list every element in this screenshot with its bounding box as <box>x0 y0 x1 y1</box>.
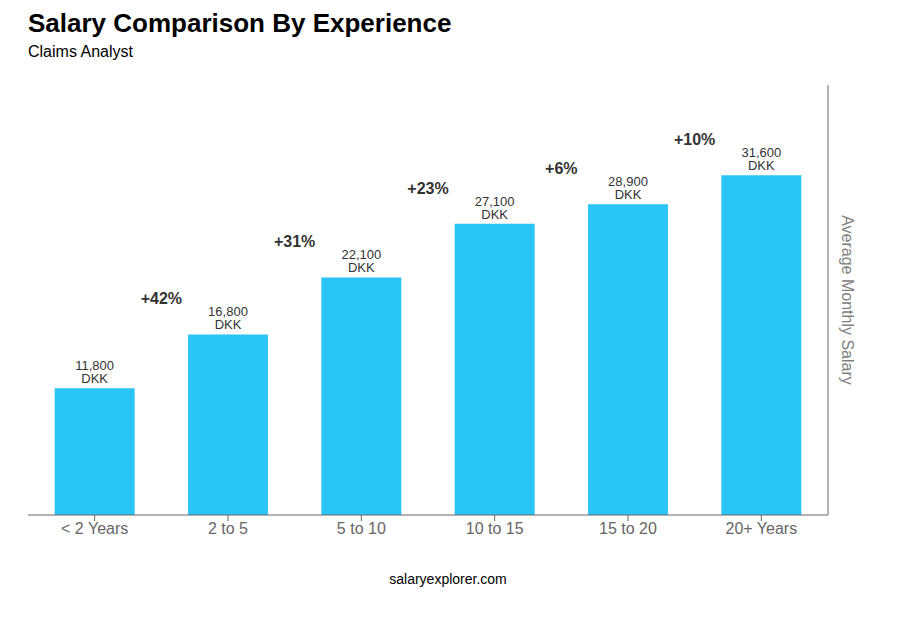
svg-text:27,100DKK: 27,100DKK <box>475 194 515 222</box>
html-text:Salary Comparison By Experienc: Salary Comparison By Experience <box>28 8 452 38</box>
svg-text:+6%: +6% <box>545 160 577 177</box>
svg-text:31,600DKK: 31,600DKK <box>741 145 781 173</box>
svg-text:2 to 5: 2 to 5 <box>208 520 248 537</box>
svg-text:22,100DKK: 22,100DKK <box>341 247 381 275</box>
svg-text:20+ Years: 20+ Years <box>726 520 798 537</box>
svg-text:5 to 10: 5 to 10 <box>337 520 386 537</box>
svg-text:11,800DKK: 11,800DKK <box>75 358 114 386</box>
html-text:salaryexplorer.com: salaryexplorer.com <box>389 571 507 587</box>
svg-text:< 2 Years: < 2 Years <box>61 520 128 537</box>
svg-text:+10%: +10% <box>674 131 715 148</box>
svg-text:10 to 15: 10 to 15 <box>466 520 524 537</box>
svg-text:16,800DKK: 16,800DKK <box>208 304 248 332</box>
svg-text:+23%: +23% <box>407 180 448 197</box>
svg-text:+31%: +31% <box>274 233 315 250</box>
svg-text:Average Monthly Salary: Average Monthly Salary <box>839 215 856 385</box>
svg-text:15 to 20: 15 to 20 <box>599 520 657 537</box>
svg-text:28,900DKK: 28,900DKK <box>608 174 648 202</box>
svg-text:+42%: +42% <box>141 290 182 307</box>
html-text:Claims Analyst: Claims Analyst <box>28 43 133 60</box>
